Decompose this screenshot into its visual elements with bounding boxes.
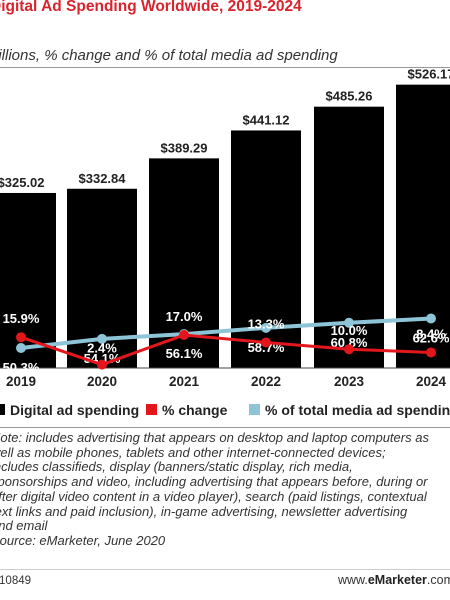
chart-source: Source: eMarketer, June 2020 (0, 532, 166, 548)
pct-change-label: 8.4% (416, 326, 446, 341)
point-pct-change (344, 344, 354, 355)
note-line: Note: includes advertising that appears … (0, 430, 429, 445)
point-pct-change (426, 347, 436, 358)
point-pct-change (16, 332, 26, 343)
brand-suffix: .com (426, 573, 450, 587)
note-line: and email (0, 518, 48, 534)
pct-total-label: 56.1% (166, 346, 203, 361)
point-pct-total (261, 322, 271, 333)
brand-name: eMarketer (367, 573, 427, 587)
legend-swatch-digital-ad-spending (0, 404, 5, 415)
legend-label-pct-change: % change (162, 402, 228, 418)
footer-divider (0, 569, 450, 570)
top-divider (0, 67, 450, 68)
point-pct-change (261, 337, 271, 348)
bar-value-label: $526.17 (408, 68, 450, 82)
chart-subtitle: billions, % change and % of total media … (0, 47, 338, 64)
legend-label-pct-total: % of total media ad spending (265, 402, 450, 418)
pct-change-label: 10.0% (331, 323, 368, 338)
note-line: well as mobile phones, tablets and other… (0, 444, 386, 460)
bar-value-label: $441.12 (243, 112, 290, 127)
note-line: after digital video content in a video p… (0, 488, 427, 504)
bar-value-label: $325.02 (0, 175, 45, 190)
legend-label-digital-ad-spending: Digital ad spending (10, 402, 140, 418)
bar-value-label: $332.84 (79, 171, 127, 186)
bar-value-label: $389.29 (161, 140, 208, 155)
bar (0, 192, 56, 368)
series-line-pct-change (20, 333, 432, 367)
point-pct-total (97, 333, 107, 344)
x-tick-label: 2024 (416, 374, 447, 389)
note-line: sponsorships and video, including advert… (0, 474, 428, 490)
point-pct-total (16, 343, 26, 353)
chart-id: T10849 (0, 575, 32, 587)
series-line-pct-total (20, 316, 432, 350)
x-tick-label: 2023 (334, 374, 365, 389)
legend-swatch-pct-change (146, 404, 157, 415)
pct-change-label: 13.3% (248, 317, 285, 332)
point-pct-change (97, 359, 107, 370)
x-tick-label: 2019 (6, 374, 36, 389)
legend-swatch-pct-total (249, 404, 260, 415)
point-pct-change (179, 329, 189, 340)
note-line: text links and paid inclusion), in-game … (0, 503, 408, 519)
bar-value-label: $485.26 (326, 89, 373, 104)
x-tick-label: 2021 (169, 374, 200, 389)
note-line: includes classifieds, display (banners/s… (0, 459, 353, 475)
x-tick-label: 2020 (87, 374, 117, 389)
pct-change-label: 2.4% (87, 341, 117, 356)
brand-link[interactable]: www.eMarketer.com (338, 573, 450, 587)
pct-total-label: 62.6% (413, 330, 450, 345)
pct-total-label: 60.8% (331, 335, 368, 350)
chart-note: Note: includes advertising that appears … (0, 430, 450, 549)
x-tick-label: 2022 (251, 374, 281, 389)
chart-plot: $325.02 $332.84 $389.29 $441.12 $485.26 $526.… (0, 68, 450, 389)
legend-divider (0, 427, 450, 428)
pct-total-label: 50.3% (3, 360, 40, 375)
chart-title: Digital Ad Spending Worldwide, 2019-2024 (0, 0, 302, 15)
point-pct-total (344, 317, 354, 328)
pct-change-label: 15.9% (3, 311, 40, 326)
pct-change-label: 17.0% (166, 309, 203, 324)
brand-prefix: www. (337, 573, 368, 587)
point-pct-total (426, 313, 436, 324)
chart-legend: Digital ad spending % change % of total … (0, 400, 450, 420)
